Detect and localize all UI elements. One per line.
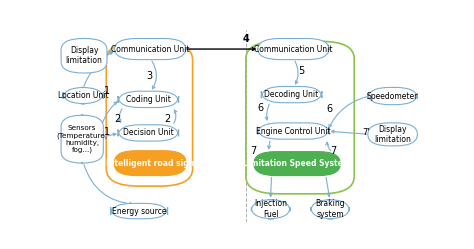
Text: 2: 2 <box>114 114 120 124</box>
FancyBboxPatch shape <box>261 86 322 103</box>
Text: 1: 1 <box>104 86 110 96</box>
Text: 5: 5 <box>298 66 304 76</box>
FancyBboxPatch shape <box>251 199 290 219</box>
FancyBboxPatch shape <box>63 87 103 104</box>
Text: 1: 1 <box>104 127 110 137</box>
Text: Display
limitation: Display limitation <box>65 46 102 65</box>
Text: 7: 7 <box>330 146 336 156</box>
Text: Display
limitation: Display limitation <box>374 125 411 144</box>
Text: 3: 3 <box>146 71 152 81</box>
Text: Speedometer: Speedometer <box>367 92 419 101</box>
Text: Decision Unit: Decision Unit <box>123 128 173 137</box>
FancyBboxPatch shape <box>110 203 168 219</box>
Text: Decoding Unit: Decoding Unit <box>264 90 319 99</box>
Text: Limitation Speed System: Limitation Speed System <box>243 159 351 168</box>
FancyBboxPatch shape <box>114 39 186 60</box>
FancyBboxPatch shape <box>114 151 186 176</box>
Text: 7': 7' <box>362 128 370 137</box>
Text: Communication Unit: Communication Unit <box>254 45 333 54</box>
Text: 7: 7 <box>250 146 256 156</box>
Text: 6: 6 <box>326 104 332 115</box>
FancyBboxPatch shape <box>258 39 329 60</box>
Text: Location Unit: Location Unit <box>58 91 109 100</box>
FancyBboxPatch shape <box>118 91 179 108</box>
FancyBboxPatch shape <box>368 87 418 105</box>
Text: Engine Control Unit: Engine Control Unit <box>256 126 331 135</box>
Text: Energy source: Energy source <box>112 207 166 216</box>
FancyBboxPatch shape <box>368 123 418 146</box>
Text: 4: 4 <box>243 34 249 44</box>
FancyBboxPatch shape <box>61 39 107 73</box>
Text: 6: 6 <box>257 103 264 113</box>
Text: Communication Unit: Communication Unit <box>111 45 190 54</box>
FancyBboxPatch shape <box>311 199 349 219</box>
FancyBboxPatch shape <box>258 123 329 139</box>
FancyBboxPatch shape <box>118 125 179 141</box>
Text: Braking
system: Braking system <box>315 199 345 219</box>
Text: Sensors
(Temperature,
humidity,
fog...): Sensors (Temperature, humidity, fog...) <box>57 125 108 153</box>
FancyBboxPatch shape <box>61 115 103 163</box>
Text: Intelligent road sign: Intelligent road sign <box>106 159 194 168</box>
Text: 2: 2 <box>164 114 171 124</box>
Text: Injection
Fuel: Injection Fuel <box>254 199 287 219</box>
FancyBboxPatch shape <box>254 152 340 176</box>
Text: Coding Unit: Coding Unit <box>126 95 171 104</box>
